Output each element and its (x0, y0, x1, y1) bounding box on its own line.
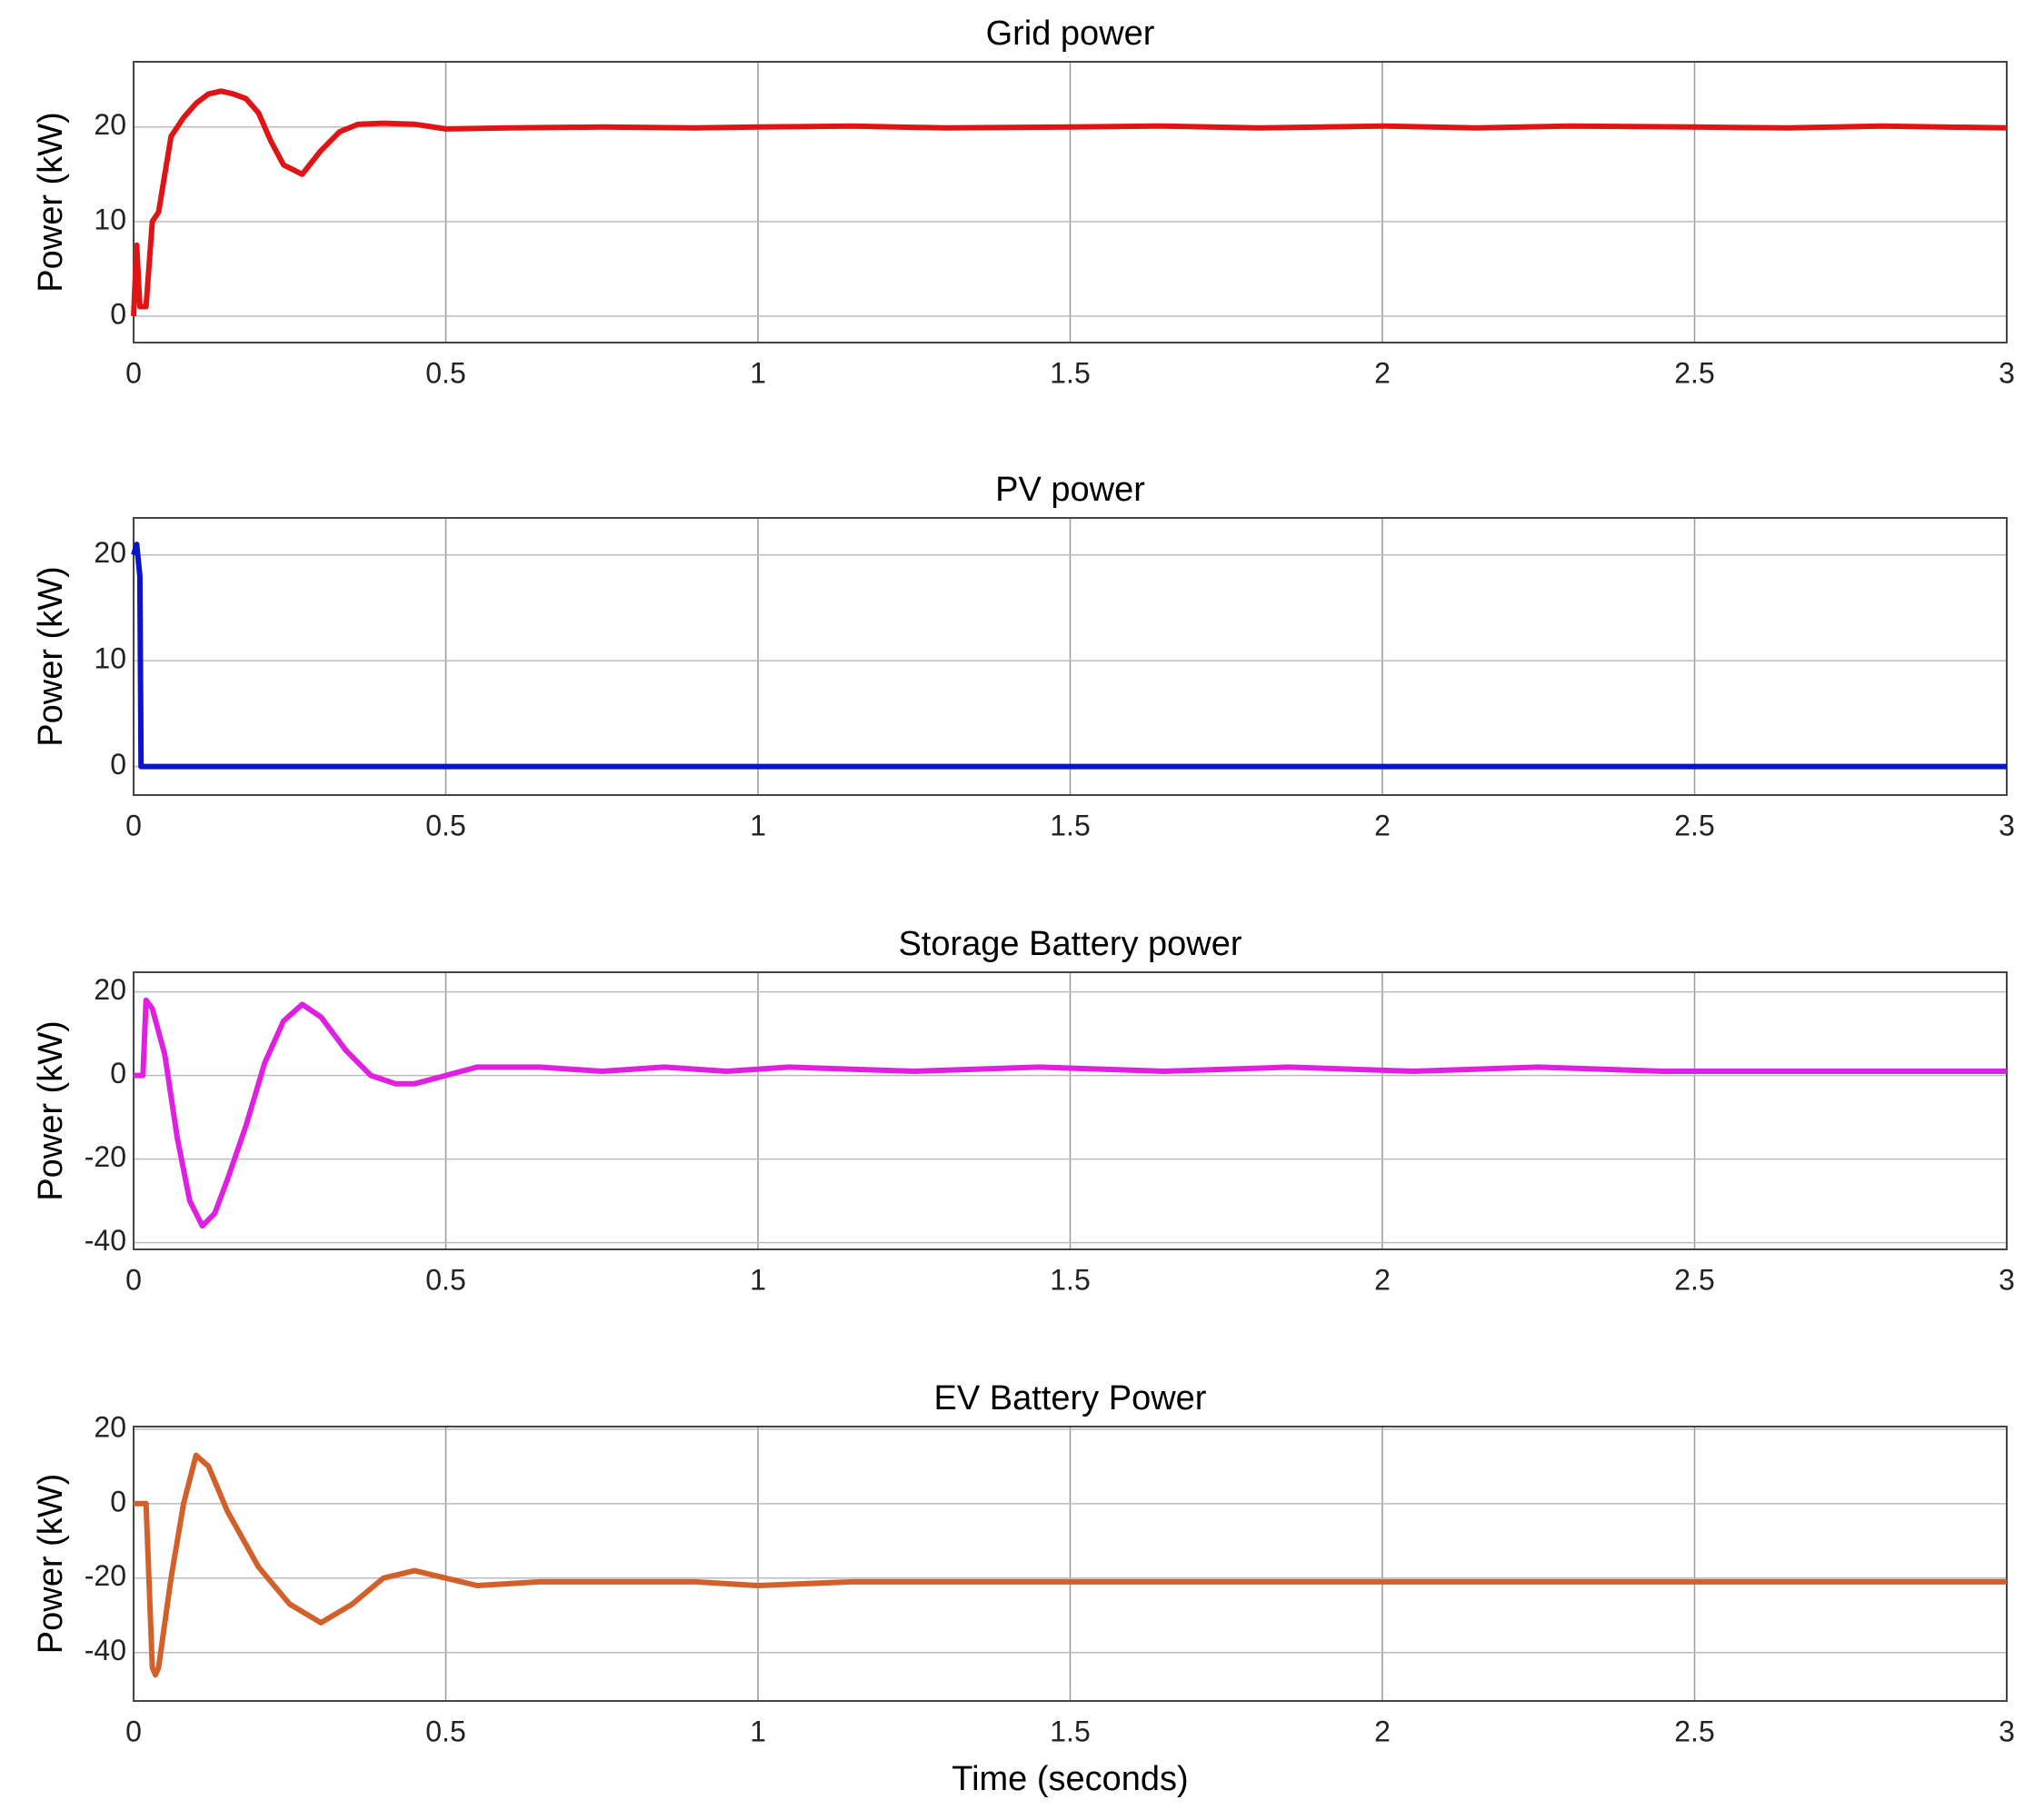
x-tick-label: 0 (125, 809, 142, 841)
y-tick-label: 10 (94, 642, 126, 675)
y-tick-label: 20 (94, 1410, 126, 1443)
plot-frame (133, 971, 2008, 1250)
chart-title: EV Battery Power (934, 1379, 1207, 1417)
y-tick-label: -20 (85, 1140, 126, 1173)
x-tick-label: 0.5 (425, 1263, 465, 1296)
x-tick-label: 1 (750, 356, 766, 389)
x-tick-label: 1 (750, 809, 766, 841)
y-tick-label: 0 (110, 748, 126, 781)
y-axis-label: Power (kW) (32, 1020, 70, 1200)
y-tick-label: 20 (94, 536, 126, 569)
x-tick-label: 2.5 (1674, 809, 1714, 841)
chart-title: Storage Battery power (898, 925, 1241, 963)
y-axis-label: Power (kW) (32, 566, 70, 746)
x-tick-label: 3 (1999, 1263, 2015, 1296)
x-tick-label: 1 (750, 1263, 766, 1296)
x-tick-label: 2 (1374, 356, 1391, 389)
x-axis-label: Time (seconds) (952, 1760, 1188, 1798)
x-tick-label: 0 (125, 1715, 142, 1747)
x-tick-label: 0 (125, 1263, 142, 1296)
x-tick-label: 2 (1374, 809, 1391, 841)
x-tick-label: 1.5 (1050, 1263, 1090, 1296)
x-tick-label: 1 (750, 1715, 766, 1747)
y-tick-label: 0 (110, 1057, 126, 1089)
y-tick-label: 20 (94, 108, 126, 141)
x-tick-label: 2.5 (1674, 1715, 1714, 1747)
chart-title: PV power (995, 471, 1145, 509)
y-tick-label: -40 (85, 1634, 126, 1666)
data-line (134, 1452, 2007, 1678)
x-tick-label: 2 (1374, 1715, 1391, 1747)
x-tick-label: 2 (1374, 1263, 1391, 1296)
x-tick-label: 0.5 (425, 1715, 465, 1747)
data-line (131, 88, 2008, 317)
x-tick-label: 3 (1999, 356, 2015, 389)
y-axis-label: Power (kW) (32, 112, 70, 292)
x-tick-label: 1.5 (1050, 809, 1090, 841)
plot-frame (133, 1426, 2008, 1702)
y-tick-label: 0 (110, 1485, 126, 1517)
x-tick-label: 1.5 (1050, 356, 1090, 389)
data-line (134, 997, 2007, 1229)
data-line (131, 542, 2007, 770)
x-tick-label: 0 (125, 356, 142, 389)
x-tick-label: 0.5 (425, 356, 465, 389)
y-tick-label: 20 (94, 973, 126, 1006)
y-tick-label: 10 (94, 203, 126, 235)
x-tick-label: 2.5 (1674, 1263, 1714, 1296)
y-tick-label: 0 (110, 297, 126, 330)
x-tick-label: 3 (1999, 1715, 2015, 1747)
y-tick-label: -20 (85, 1559, 126, 1592)
x-tick-label: 3 (1999, 809, 2015, 841)
plot-frame (133, 61, 2008, 343)
chart-title: Grid power (986, 15, 1155, 53)
y-tick-label: -40 (85, 1224, 126, 1257)
x-tick-label: 0.5 (425, 809, 465, 841)
plot-frame (133, 517, 2008, 796)
y-axis-label: Power (kW) (32, 1474, 70, 1654)
x-tick-label: 1.5 (1050, 1715, 1090, 1747)
x-tick-label: 2.5 (1674, 356, 1714, 389)
